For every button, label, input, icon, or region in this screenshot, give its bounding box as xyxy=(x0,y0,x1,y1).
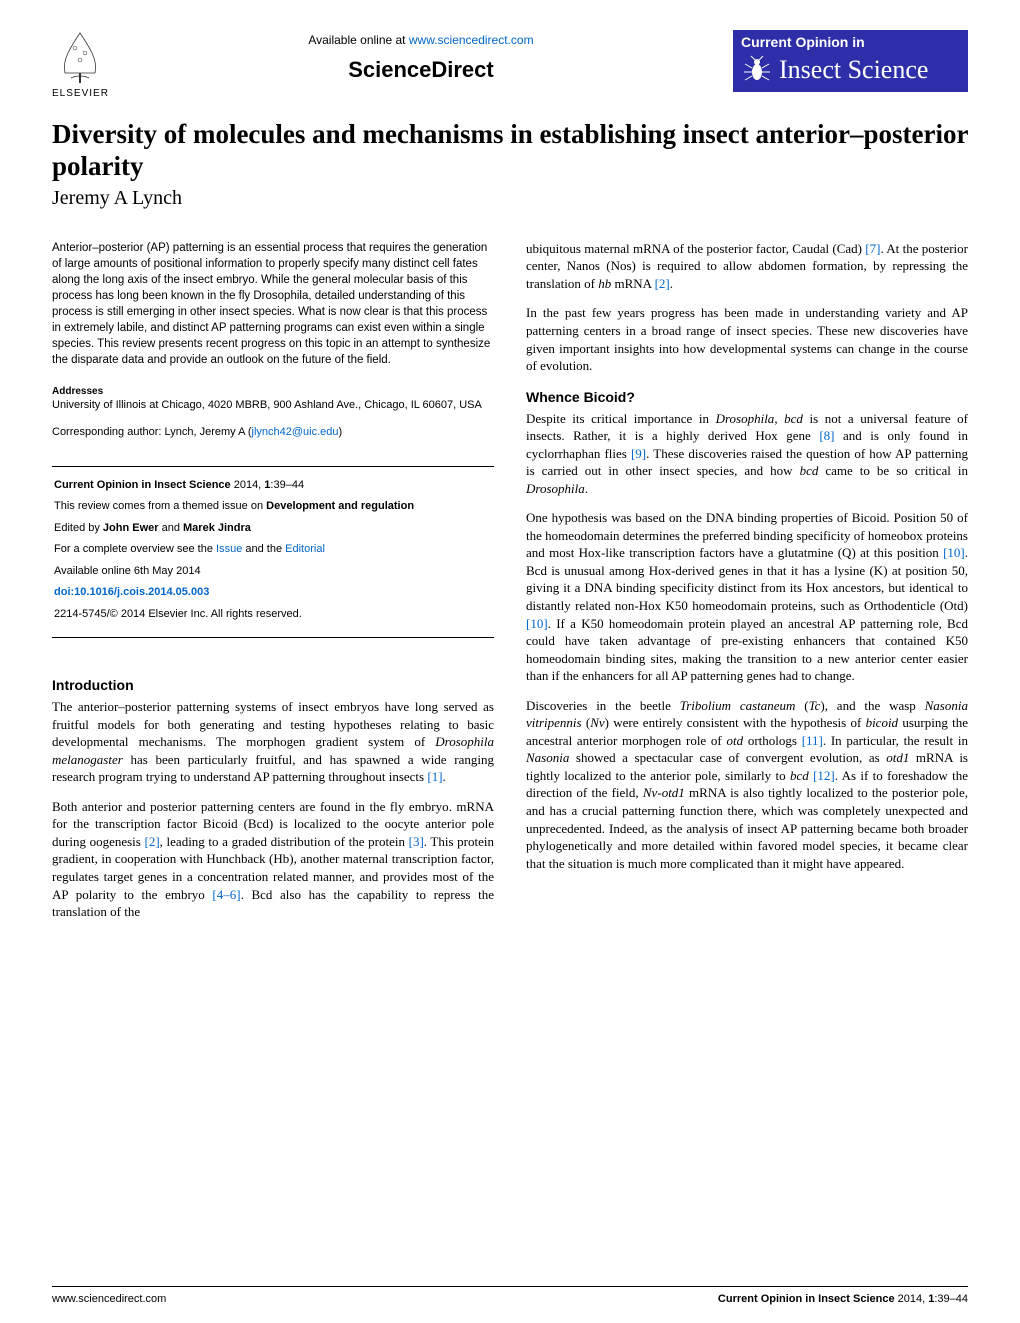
page-header: ELSEVIER Available online at www.science… xyxy=(52,28,968,110)
journal-logo: Current Opinion in Insect Science xyxy=(733,30,968,100)
insect-icon xyxy=(739,54,775,86)
copyright: 2214-5745/© 2014 Elsevier Inc. All right… xyxy=(54,606,492,623)
available-online-date: Available online 6th May 2014 xyxy=(54,563,492,580)
journal-name: Insect Science xyxy=(779,55,928,85)
footer-right: Current Opinion in Insect Science 2014, … xyxy=(718,1293,968,1305)
overview-editorial-link[interactable]: Editorial xyxy=(285,543,325,555)
overview-and: and the xyxy=(242,543,285,555)
journal-ref-name: Current Opinion in Insect Science xyxy=(54,479,231,491)
available-text: Available online at xyxy=(308,33,409,47)
content-columns: Anterior–posterior (AP) patterning is an… xyxy=(52,240,968,933)
col2-paragraph-2: In the past few years progress has been … xyxy=(526,304,968,374)
journal-ref-suffix: 2014, xyxy=(231,479,265,491)
elsevier-tree-icon xyxy=(53,28,108,88)
doi-link[interactable]: doi:10.1016/j.cois.2014.05.003 xyxy=(54,586,209,598)
author-name: Jeremy A Lynch xyxy=(52,187,968,210)
overview-issue-link[interactable]: Issue xyxy=(216,543,242,555)
overview-label: For a complete overview see the xyxy=(54,543,216,555)
available-online: Available online at www.sciencedirect.co… xyxy=(109,33,733,47)
corresponding-label: Corresponding author: Lynch, Jeremy A ( xyxy=(52,426,252,438)
header-center: Available online at www.sciencedirect.co… xyxy=(109,28,733,83)
elsevier-logo: ELSEVIER xyxy=(52,28,109,99)
journal-logo-bottom: Insect Science xyxy=(733,52,968,92)
edited-by: Edited by John Ewer and Marek Jindra xyxy=(54,520,492,537)
addresses-heading: Addresses xyxy=(52,385,494,399)
journal-logo-top: Current Opinion in xyxy=(733,30,968,52)
sciencedirect-heading: ScienceDirect xyxy=(109,57,733,83)
whence-heading: Whence Bicoid? xyxy=(526,388,968,407)
footer-left: www.sciencedirect.com xyxy=(52,1293,166,1305)
elsevier-text: ELSEVIER xyxy=(52,88,109,99)
right-column: ubiquitous maternal mRNA of the posterio… xyxy=(526,240,968,933)
article-title: Diversity of molecules and mechanisms in… xyxy=(52,118,968,183)
left-column: Anterior–posterior (AP) patterning is an… xyxy=(52,240,494,933)
editor-and: and xyxy=(159,522,183,534)
intro-paragraph-2: Both anterior and posterior patterning c… xyxy=(52,798,494,921)
themed-title: Development and regulation xyxy=(266,500,414,512)
journal-ref-pages: :39–44 xyxy=(270,479,304,491)
abstract: Anterior–posterior (AP) patterning is an… xyxy=(52,240,494,369)
themed-intro: This review comes from a themed issue on xyxy=(54,500,266,512)
addresses: University of Illinois at Chicago, 4020 … xyxy=(52,398,494,413)
overview-line: For a complete overview see the Issue an… xyxy=(54,541,492,558)
footer-journal: Current Opinion in Insect Science xyxy=(718,1293,895,1305)
editor2: Marek Jindra xyxy=(183,522,251,534)
info-box: Current Opinion in Insect Science 2014, … xyxy=(52,466,494,639)
page-footer: www.sciencedirect.com Current Opinion in… xyxy=(52,1286,968,1305)
title-section: Diversity of molecules and mechanisms in… xyxy=(52,118,968,210)
header-left: ELSEVIER xyxy=(52,28,109,99)
corresponding-email[interactable]: jlynch42@uic.edu xyxy=(252,426,339,438)
editor1: John Ewer xyxy=(103,522,159,534)
col2-paragraph-1: ubiquitous maternal mRNA of the posterio… xyxy=(526,240,968,293)
themed-issue: This review comes from a themed issue on… xyxy=(54,498,492,515)
whence-paragraph-2: One hypothesis was based on the DNA bind… xyxy=(526,509,968,684)
corresponding-author: Corresponding author: Lynch, Jeremy A (j… xyxy=(52,425,494,440)
corresponding-close: ) xyxy=(339,426,343,438)
introduction-heading: Introduction xyxy=(52,676,494,695)
edited-by-label: Edited by xyxy=(54,522,103,534)
journal-reference: Current Opinion in Insect Science 2014, … xyxy=(54,477,492,494)
footer-suffix: 2014, xyxy=(895,1293,929,1305)
footer-pages: :39–44 xyxy=(934,1293,968,1305)
intro-paragraph-1: The anterior–posterior patterning system… xyxy=(52,698,494,786)
sciencedirect-link[interactable]: www.sciencedirect.com xyxy=(409,33,534,47)
whence-paragraph-3: Discoveries in the beetle Tribolium cast… xyxy=(526,697,968,872)
whence-paragraph-1: Despite its critical importance in Droso… xyxy=(526,410,968,498)
